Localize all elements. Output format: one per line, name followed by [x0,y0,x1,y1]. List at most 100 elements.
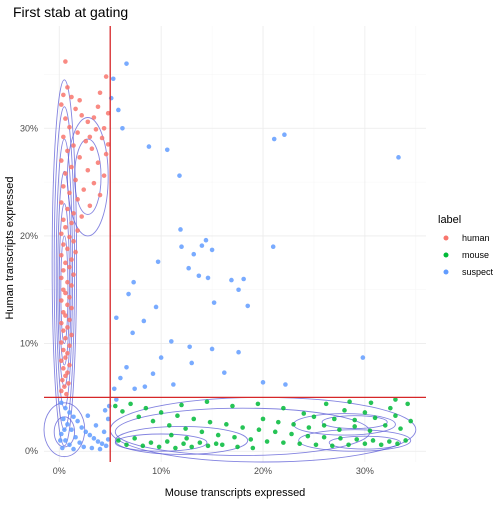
suspect-point [81,444,87,450]
mouse-point [306,425,312,430]
suspect-point [283,382,288,387]
mouse-point [140,443,146,449]
suspect-point [124,364,129,370]
mouse-point [352,417,357,423]
mouse-point [368,400,374,406]
human-point [69,332,74,338]
suspect-point [196,273,202,279]
human-point [69,257,74,262]
mouse-point [184,436,189,441]
mouse-point [338,436,343,441]
human-point [61,184,66,189]
human-point [65,279,70,285]
mouse-point [207,419,213,425]
chart-title: First stab at gating [13,4,128,20]
suspect-point [260,380,266,385]
human-point [59,231,64,237]
human-point [63,335,68,341]
human-point [93,127,99,132]
suspect-point [89,445,95,451]
mouse-point [398,426,403,431]
human-point [67,343,72,349]
mouse-point [382,423,388,428]
human-point [59,340,64,345]
density-contour [114,407,371,456]
human-point [65,325,70,330]
suspect-point [71,446,76,452]
suspect-point [150,371,156,377]
suspect-point [169,339,174,344]
suspect-point [102,408,108,413]
mouse-point [158,410,164,415]
mouse-point [205,443,211,449]
suspect-point [83,429,89,435]
human-point [59,102,64,107]
human-point [95,160,101,166]
suspect-point [203,237,209,243]
human-point [97,90,103,96]
mouse-point [148,440,154,445]
mouse-point [219,442,225,448]
mouse-point [342,408,347,413]
density-contour [114,426,249,455]
suspect-point [146,144,152,149]
suspect-point [187,344,192,350]
human-point [61,217,66,223]
density-contour [51,79,78,447]
mouse-point [405,401,410,407]
density-contour [66,117,109,237]
mouse-point [169,432,174,438]
human-point [105,142,111,147]
mouse-point [352,424,357,429]
suspect-point [271,136,277,142]
human-point [63,59,68,64]
mouse-point [337,427,342,433]
suspect-point [191,251,197,257]
mouse-point [189,444,195,450]
density-contour [43,402,86,458]
suspect-point [211,300,217,305]
mouse-point [272,429,278,435]
suspect-point [141,318,147,324]
suspect-point [59,431,64,437]
human-point [103,151,109,157]
mouse-point [235,444,240,450]
human-point [89,146,95,152]
mouse-point [260,416,266,422]
mouse-point [197,440,203,445]
human-point [61,242,66,247]
mouse-point [346,442,351,448]
suspect-point [111,386,117,392]
suspect-point [61,416,66,422]
human-point [65,302,70,308]
mouse-point [248,437,254,442]
mouse-point [305,433,311,439]
mouse-point [329,443,335,449]
suspect-point [71,414,76,420]
mouse-point [354,437,360,442]
suspect-point [118,375,123,381]
suspect-point [99,441,105,446]
human-point [91,180,97,186]
suspect-point [131,279,136,285]
suspect-point [116,107,121,113]
x-tick-label: 10% [152,466,170,476]
mouse-point [224,422,229,427]
legend-title: label [438,214,461,226]
suspect-point [114,397,119,402]
suspect-point [65,422,70,427]
human-point [61,268,66,273]
mouse-point [164,439,170,444]
mouse-point [120,409,125,414]
mouse-point [291,422,296,427]
mouse-point [321,423,327,428]
suspect-point [67,442,72,448]
human-point [83,138,89,144]
mouse-point [173,445,178,451]
legend-key-mouse [443,252,449,258]
human-point [81,187,87,192]
mouse-point [332,416,337,422]
mouse-point [199,429,205,435]
mouse-point [213,441,219,446]
mouse-point [378,442,384,448]
